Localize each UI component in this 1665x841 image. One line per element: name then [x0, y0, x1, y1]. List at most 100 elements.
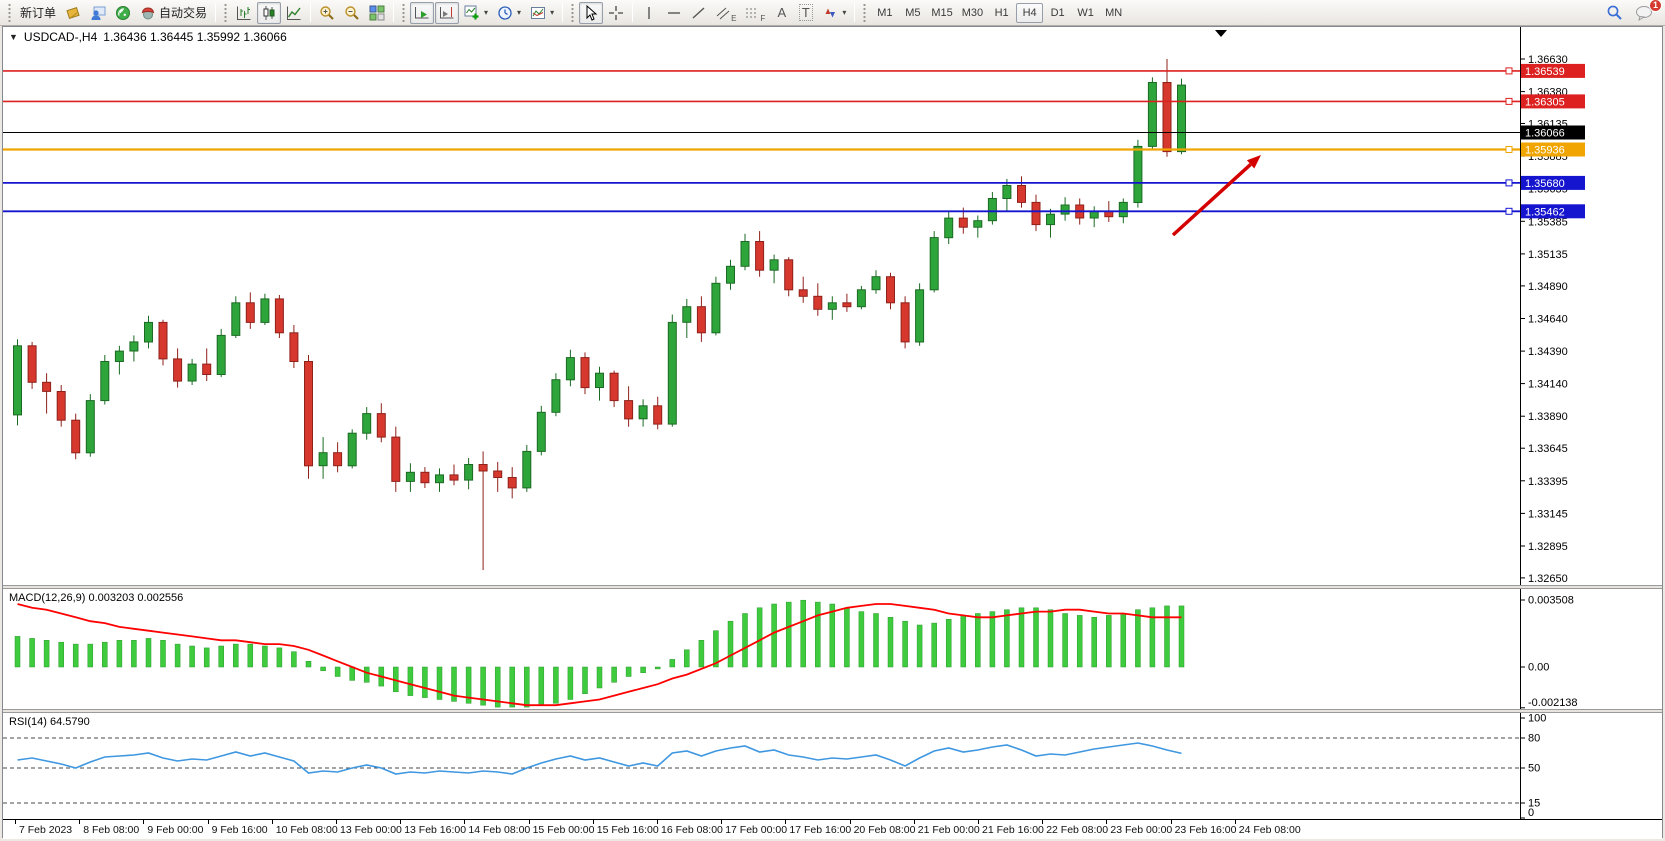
time-axis-tick [1170, 820, 1172, 824]
toolbar-separator [854, 3, 856, 22]
svg-text:1.34390: 1.34390 [1528, 346, 1568, 358]
toolbar-grip[interactable] [7, 3, 12, 22]
timeframe-h4-button[interactable]: H4 [1016, 2, 1044, 23]
candlestick-chart-button[interactable] [257, 1, 282, 24]
cursor-tool-button[interactable] [579, 1, 604, 24]
timeframe-mn-button[interactable]: MN [1100, 3, 1127, 23]
profile-icon [90, 5, 106, 21]
templates-button[interactable]: ▾ [526, 2, 558, 24]
line-chart-icon [286, 5, 302, 21]
chart-title[interactable]: ▼ USDCAD-,H4 1.36436 1.36445 1.35992 1.3… [9, 30, 287, 44]
toolbar-grip[interactable] [862, 3, 868, 22]
trendline-tool-button[interactable] [687, 2, 711, 24]
fibonacci-tool-button[interactable]: F [741, 2, 769, 24]
pane-splitter[interactable] [3, 709, 1662, 713]
chart-shift-button[interactable] [435, 1, 460, 24]
toolbar-grip[interactable] [401, 3, 407, 22]
periods-button[interactable]: ▾ [493, 2, 525, 24]
time-axis-tick [528, 820, 530, 824]
crosshair-tool-button[interactable] [604, 2, 628, 24]
auto-scroll-icon [414, 5, 430, 21]
tile-windows-button[interactable] [365, 2, 389, 24]
timeframe-m5-button[interactable]: M5 [899, 3, 926, 23]
time-axis-label: 14 Feb 08:00 [468, 824, 531, 836]
rsi-canvas[interactable]: 100 80 50 150 [3, 713, 1662, 819]
pane-splitter[interactable] [3, 585, 1662, 589]
main-price-pane: 1.366301.363801.361351.358851.356351.353… [3, 27, 1662, 585]
horizontal-line-icon [666, 5, 682, 21]
timeframe-d1-button[interactable]: D1 [1044, 3, 1071, 23]
timeframe-m15-button[interactable]: M15 [927, 3, 956, 23]
notifications-button[interactable]: 1 [1631, 0, 1662, 24]
timeframe-m30-button[interactable]: M30 [958, 3, 987, 23]
toolbar-grip[interactable] [570, 3, 576, 22]
zoom-out-button[interactable] [340, 2, 364, 24]
time-axis-label: 22 Feb 08:00 [1046, 824, 1109, 836]
equidistant-channel-tool-button[interactable]: E [712, 2, 740, 24]
profile-button[interactable] [86, 2, 110, 24]
rsi-pane: 100 80 50 15 0 RSI(14) 64.5790 [3, 713, 1662, 819]
svg-text:1.34890: 1.34890 [1528, 281, 1568, 293]
notification-badge: 1 [1649, 0, 1662, 12]
timeframe-w1-button[interactable]: W1 [1072, 3, 1099, 23]
time-axis-label: 20 Feb 08:00 [853, 824, 916, 836]
time-axis-tick [336, 820, 337, 824]
chart-title-symbol: USDCAD-,H4 [23, 30, 98, 44]
chart-title-collapse-icon[interactable]: ▼ [9, 32, 18, 42]
time-axis-label: 9 Feb 00:00 [147, 824, 204, 836]
time-axis-label: 13 Feb 16:00 [404, 824, 467, 836]
line-chart-button[interactable] [282, 2, 306, 24]
auto-scroll-button[interactable] [410, 1, 435, 24]
templates-dropdown-caret[interactable]: ▾ [550, 8, 555, 17]
macd-label: MACD(12,26,9) 0.003203 0.002556 [9, 592, 184, 604]
macd-canvas[interactable]: 0.003508 0.00 -0.002138 [3, 589, 1662, 709]
signal-icon [115, 5, 131, 21]
trendline-icon [691, 5, 707, 21]
search-button[interactable] [1602, 2, 1627, 24]
time-axis[interactable]: 7 Feb 2023 8 Feb 08:00 9 Feb 00:00 9 Feb 16… [3, 819, 1662, 839]
time-axis-tick [978, 820, 979, 824]
toolbar-grip[interactable] [223, 3, 229, 22]
clock-icon [497, 5, 513, 21]
vertical-line-icon [641, 5, 657, 21]
time-axis-label: 15 Feb 00:00 [532, 824, 595, 836]
arrows-tool-button[interactable]: ▾ [818, 2, 850, 24]
indicators-dropdown-caret[interactable]: ▾ [484, 8, 489, 17]
horizontal-line-tool-button[interactable] [662, 2, 686, 24]
text-label-tool-button[interactable]: T [794, 2, 817, 24]
main-chart-canvas[interactable]: 1.366301.363801.361351.358851.356351.353… [3, 27, 1662, 585]
periods-dropdown-caret[interactable]: ▾ [517, 8, 522, 17]
time-axis-tick [400, 820, 402, 824]
bar-chart-button[interactable] [232, 2, 256, 24]
zoom-in-button[interactable] [315, 2, 339, 24]
candlestick-chart-icon [261, 5, 277, 21]
svg-text:1.36539: 1.36539 [1525, 66, 1565, 78]
time-axis-label: 8 Feb 08:00 [83, 824, 140, 836]
styles-button[interactable] [61, 2, 85, 24]
new-order-label: 新订单 [20, 6, 57, 20]
toolbar: 新订单 自动交易 [0, 0, 1665, 26]
toolbar-separator [310, 3, 312, 22]
timeframe-m1-button[interactable]: M1 [871, 3, 898, 23]
time-axis-tick [1234, 820, 1236, 824]
signal-button[interactable] [111, 2, 135, 24]
time-axis-tick [1106, 820, 1108, 824]
vertical-line-tool-button[interactable] [637, 2, 661, 24]
svg-text:1.34640: 1.34640 [1528, 314, 1568, 326]
new-order-button[interactable]: 新订单 [16, 2, 60, 24]
timeframe-h1-button[interactable]: H1 [988, 3, 1015, 23]
auto-trading-button[interactable]: 自动交易 [136, 2, 211, 24]
arrows-icon [822, 5, 838, 21]
svg-text:-0.002138: -0.002138 [1528, 697, 1578, 709]
svg-text:1.32650: 1.32650 [1528, 573, 1568, 585]
time-axis-tick [15, 820, 16, 824]
text-tool-button[interactable]: A [770, 2, 793, 24]
time-axis-label: 17 Feb 00:00 [725, 824, 788, 836]
indicators-button[interactable]: ▾ [460, 2, 492, 24]
arrows-dropdown-caret[interactable]: ▾ [842, 8, 847, 17]
time-axis-label: 21 Feb 00:00 [917, 824, 980, 836]
time-axis-tick [464, 820, 466, 824]
svg-text:1.35385: 1.35385 [1528, 216, 1568, 228]
time-axis-tick [1042, 820, 1044, 824]
svg-text:1.36305: 1.36305 [1525, 96, 1565, 108]
